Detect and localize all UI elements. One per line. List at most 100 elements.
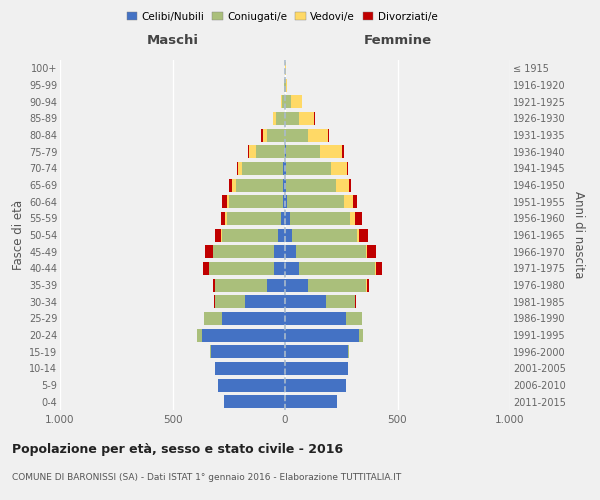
Bar <box>205 245 213 258</box>
Bar <box>376 262 382 275</box>
Bar <box>285 78 286 92</box>
Bar <box>355 212 361 225</box>
Bar <box>320 145 343 158</box>
Bar <box>286 178 335 192</box>
Bar <box>308 128 328 141</box>
Bar <box>347 162 348 175</box>
Bar <box>215 278 267 291</box>
Bar <box>229 178 232 192</box>
Bar <box>285 395 337 408</box>
Bar <box>227 195 229 208</box>
Bar <box>213 245 274 258</box>
Bar <box>299 262 375 275</box>
Bar <box>286 162 331 175</box>
Bar <box>367 245 376 258</box>
Bar <box>349 178 352 192</box>
Bar <box>267 278 285 291</box>
Bar <box>214 295 215 308</box>
Bar <box>236 162 238 175</box>
Bar <box>366 278 367 291</box>
Bar <box>248 145 249 158</box>
Bar <box>296 245 366 258</box>
Bar <box>346 312 361 325</box>
Bar <box>238 162 242 175</box>
Bar <box>285 262 299 275</box>
Text: COMUNE DI BARONISSI (SA) - Dati ISTAT 1° gennaio 2016 - Elaborazione TUTTITALIA.: COMUNE DI BARONISSI (SA) - Dati ISTAT 1°… <box>12 472 401 482</box>
Bar <box>215 362 285 375</box>
Bar <box>197 328 202 342</box>
Bar <box>290 212 350 225</box>
Bar <box>276 112 285 125</box>
Bar <box>274 262 285 275</box>
Bar <box>209 262 274 275</box>
Bar <box>235 178 283 192</box>
Text: Maschi: Maschi <box>146 34 199 46</box>
Y-axis label: Anni di nascita: Anni di nascita <box>572 192 585 278</box>
Bar <box>229 195 283 208</box>
Bar <box>367 278 370 291</box>
Bar <box>263 128 267 141</box>
Bar <box>285 295 325 308</box>
Bar <box>286 78 287 92</box>
Bar <box>290 95 302 108</box>
Bar <box>285 95 290 108</box>
Bar <box>285 345 348 358</box>
Bar <box>285 245 296 258</box>
Bar <box>284 78 285 92</box>
Bar <box>353 195 357 208</box>
Text: Popolazione per età, sesso e stato civile - 2016: Popolazione per età, sesso e stato civil… <box>12 442 343 456</box>
Bar <box>285 228 292 241</box>
Bar <box>285 378 346 392</box>
Bar <box>222 195 227 208</box>
Bar <box>283 178 285 192</box>
Bar <box>328 128 329 141</box>
Bar <box>274 245 285 258</box>
Y-axis label: Fasce di età: Fasce di età <box>11 200 25 270</box>
Bar <box>262 128 263 141</box>
Bar <box>285 128 308 141</box>
Bar <box>281 95 285 108</box>
Bar <box>286 145 320 158</box>
Bar <box>325 295 355 308</box>
Bar <box>285 212 290 225</box>
Bar <box>357 228 359 241</box>
Bar <box>359 228 368 241</box>
Bar <box>359 328 362 342</box>
Bar <box>308 278 366 291</box>
Bar <box>285 112 299 125</box>
Bar <box>202 328 285 342</box>
Bar <box>299 112 314 125</box>
Bar <box>285 362 348 375</box>
Bar <box>267 128 285 141</box>
Bar <box>222 228 278 241</box>
Bar <box>314 112 316 125</box>
Bar <box>292 228 357 241</box>
Bar <box>232 178 235 192</box>
Bar <box>249 145 256 158</box>
Bar <box>226 212 227 225</box>
Bar <box>224 395 285 408</box>
Bar <box>350 212 355 225</box>
Bar <box>285 278 308 291</box>
Bar <box>283 162 285 175</box>
Bar <box>215 295 245 308</box>
Bar <box>366 245 367 258</box>
Bar <box>343 195 353 208</box>
Bar <box>227 212 281 225</box>
Text: Femmine: Femmine <box>364 34 431 46</box>
Bar <box>355 295 356 308</box>
Bar <box>285 145 286 158</box>
Bar <box>375 262 376 275</box>
Bar <box>242 162 283 175</box>
Bar <box>285 178 286 192</box>
Bar <box>287 195 343 208</box>
Bar <box>335 178 349 192</box>
Bar <box>213 278 215 291</box>
Bar <box>285 162 286 175</box>
Bar <box>203 262 209 275</box>
Bar <box>272 112 276 125</box>
Bar <box>256 145 285 158</box>
Bar <box>245 295 285 308</box>
Bar <box>285 312 346 325</box>
Bar <box>285 328 359 342</box>
